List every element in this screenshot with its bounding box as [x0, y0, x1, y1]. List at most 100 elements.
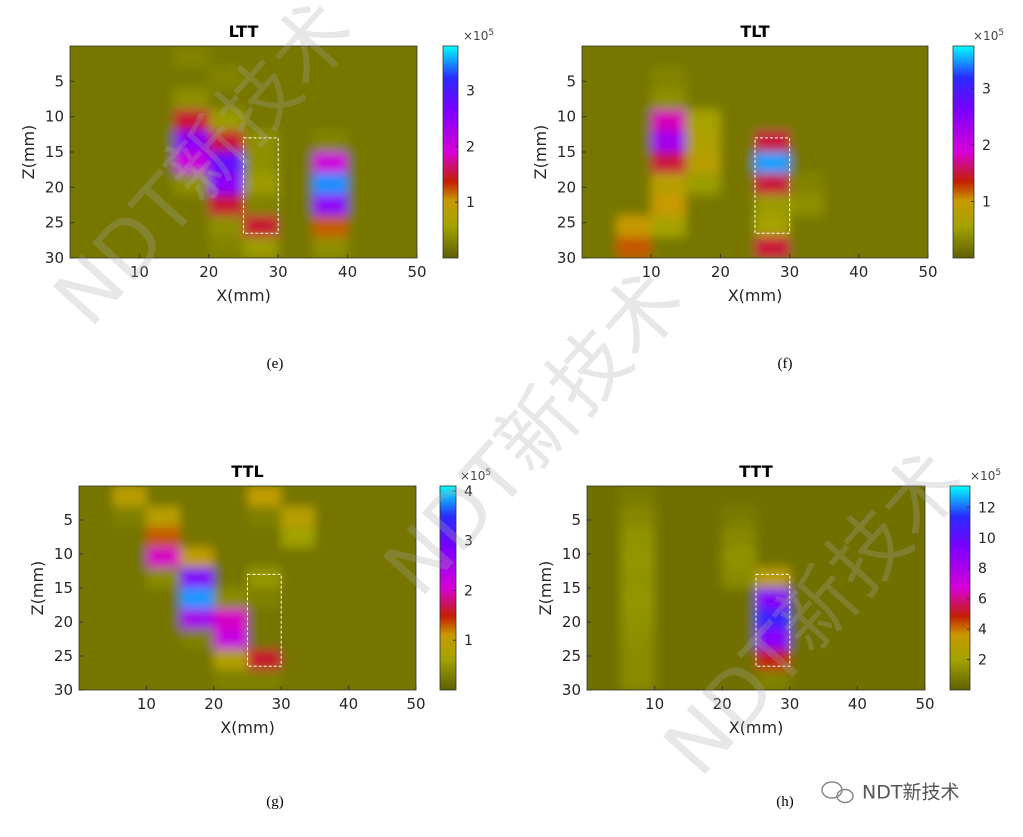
heatmap-cell [70, 173, 106, 195]
heatmap-cell [891, 526, 925, 548]
heatmap-cell [382, 109, 417, 132]
heatmap-cell [382, 649, 416, 671]
heatmap-cell [281, 547, 316, 569]
heatmap-cell [893, 236, 928, 258]
heatmap-cell [756, 608, 791, 630]
heatmap-cell [616, 67, 652, 89]
heatmap-cell [278, 194, 314, 217]
heatmap-cell [654, 526, 689, 548]
heatmap-cell [857, 628, 892, 650]
heatmap-cell [281, 608, 316, 630]
roi-box [755, 573, 791, 667]
panel: 10 20 30 40 50 5 10 15 20 25 30 TLT X(mm) Z(mm) 1 2 3 ×10… [531, 22, 1004, 372]
heatmap-cell [582, 130, 618, 153]
heatmap-cell [348, 628, 383, 650]
colorbar-scale-base: ×10 [460, 469, 485, 483]
heatmap-cell [620, 608, 656, 630]
y-tick-label: 5 [566, 72, 576, 90]
heatmap-cell [824, 173, 860, 195]
heatmap-cell [587, 649, 622, 671]
x-tick-label: 50 [406, 695, 425, 713]
x-tick-label: 20 [711, 263, 730, 281]
heatmap-cell [382, 608, 416, 630]
heatmap-cell [893, 46, 928, 68]
colorbar-tick-label: 12 [978, 500, 996, 516]
heatmap-cell [756, 547, 791, 569]
heatmap-cell [858, 215, 894, 238]
heatmap-cell [139, 130, 175, 153]
heatmap-cell [857, 588, 892, 609]
heatmap-cell [582, 173, 618, 195]
chart-title: TLT [740, 22, 769, 41]
heatmap-cell [243, 236, 279, 258]
heatmap-cell [654, 567, 689, 589]
heatmap-cell [688, 547, 723, 569]
heatmap-cell [312, 130, 349, 153]
heatmap-cell [823, 628, 858, 650]
colorbar-tick-label: 1 [982, 194, 991, 210]
heatmap-cell [587, 506, 622, 528]
colorbar-scale-exponent: 5 [488, 28, 494, 38]
heatmap-cell [616, 109, 652, 132]
heatmap-cell [146, 669, 181, 690]
colorbar-scale: ×105 [970, 468, 1001, 483]
heatmap-cell [891, 486, 925, 507]
heatmap-cell [174, 67, 210, 89]
heatmap-cell [756, 526, 791, 548]
heatmap-cell [582, 236, 618, 258]
heatmap-cell [857, 669, 892, 690]
heatmap-cell [312, 88, 349, 111]
heatmap-cell [720, 88, 756, 111]
heatmap-cell [314, 608, 350, 630]
heatmap-cell [139, 88, 175, 111]
colorbar [442, 45, 459, 259]
heatmap-cell [823, 547, 858, 569]
heatmap-cell [720, 152, 756, 174]
heatmap-cell [348, 608, 383, 630]
x-tick-label: 40 [339, 695, 358, 713]
heatmap-cell [243, 173, 279, 195]
heatmap-cell [79, 608, 114, 630]
heatmap-cell [722, 486, 757, 507]
heatmap-cell [104, 130, 140, 153]
heatmap-cell [755, 88, 791, 111]
y-axis-label: Z(mm) [531, 125, 550, 180]
x-tick-label: 40 [848, 695, 867, 713]
heatmap-cell [247, 486, 282, 507]
heatmap-cell [824, 194, 860, 217]
heatmap-cell [722, 506, 757, 528]
heatmap-cell [722, 526, 757, 548]
heatmap-cell [823, 649, 858, 671]
heatmap-cell [789, 608, 825, 630]
heatmap-cell [112, 628, 147, 650]
heatmap-cell [247, 506, 282, 528]
heatmap-cell [616, 194, 652, 217]
heatmap-cell [789, 236, 825, 258]
heatmap-cell [858, 173, 894, 195]
heatmap-cell [722, 567, 757, 589]
heatmap-cell [582, 152, 618, 174]
heatmap-cell [174, 173, 210, 195]
heatmap-cell [348, 526, 383, 548]
heatmap-cell [180, 547, 215, 569]
heatmap-cell [312, 194, 349, 217]
heatmap-cell [654, 547, 689, 569]
heatmap-cell [824, 236, 860, 258]
heatmap-cell [112, 567, 147, 589]
heatmap-cell [620, 526, 656, 548]
heatmap-cell [720, 173, 756, 195]
heatmap-cell [347, 109, 383, 132]
heatmap-cell [688, 608, 723, 630]
heatmap-cell [720, 67, 756, 89]
heatmap-cell [654, 486, 689, 507]
heatmap-cell [857, 506, 892, 528]
heatmap-cell [79, 526, 114, 548]
heatmap-cell [278, 88, 314, 111]
heatmap-cell [312, 173, 349, 195]
y-tick-label: 30 [562, 681, 581, 699]
heatmap-cell [213, 588, 248, 609]
heatmap-cell [247, 669, 282, 690]
heatmap-cell [824, 109, 860, 132]
heatmap-cell [243, 88, 279, 111]
colorbar-tick-label: 2 [982, 138, 991, 154]
